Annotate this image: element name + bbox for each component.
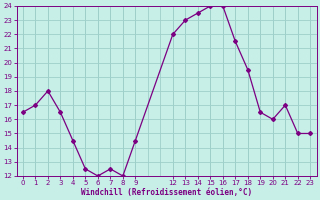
X-axis label: Windchill (Refroidissement éolien,°C): Windchill (Refroidissement éolien,°C) (81, 188, 252, 197)
